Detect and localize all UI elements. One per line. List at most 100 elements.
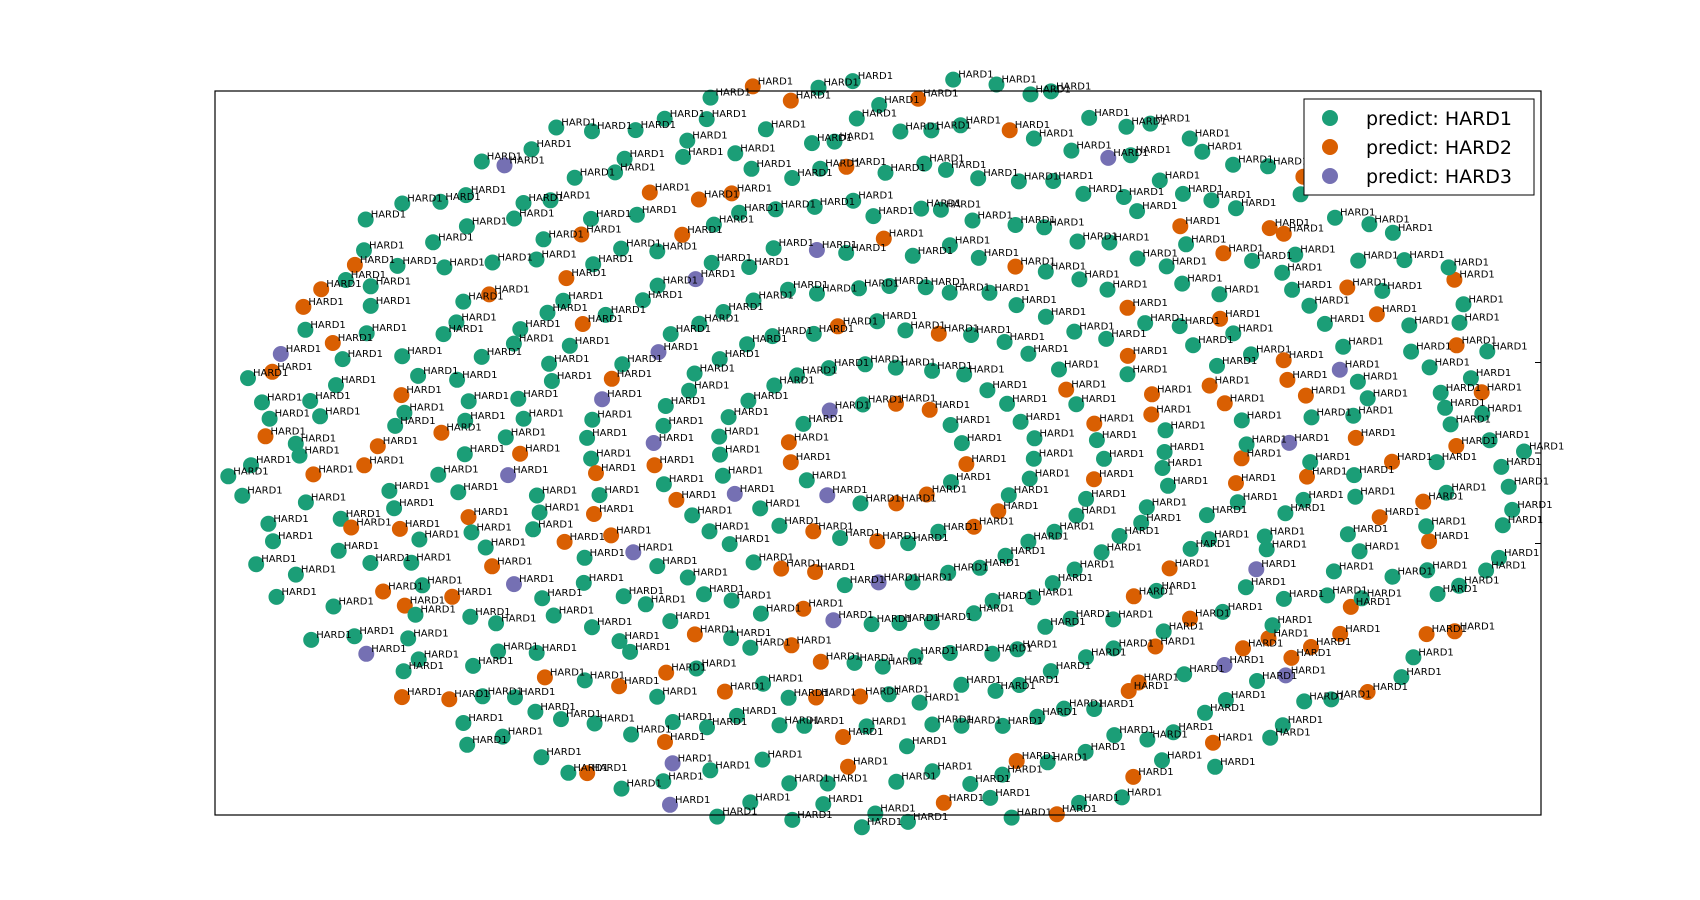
data-point: [313, 281, 330, 298]
point-label: HARD1: [523, 389, 558, 400]
point-label: HARD1: [697, 505, 732, 516]
data-point: [941, 237, 958, 254]
point-label: HARD1: [1039, 129, 1074, 140]
point-label: HARD1: [1506, 457, 1541, 468]
data-point: [334, 351, 351, 368]
point-label: HARD1: [877, 614, 912, 625]
data-point: [302, 393, 319, 409]
data-point: [556, 533, 573, 550]
point-label: HARD1: [369, 240, 404, 251]
data-point: [613, 240, 630, 257]
data-point: [766, 377, 783, 394]
data-point: [1201, 377, 1218, 394]
data-point: [844, 73, 861, 90]
data-point: [584, 411, 601, 428]
point-label: HARD1: [889, 229, 924, 240]
data-point: [444, 588, 461, 605]
data-point: [838, 244, 855, 261]
data-point: [964, 212, 981, 229]
point-label: HARD1: [1080, 560, 1115, 571]
data-point: [1405, 649, 1422, 666]
point-label: HARD1: [1359, 465, 1394, 476]
data-point: [942, 417, 959, 433]
data-point: [534, 590, 551, 607]
data-point: [852, 495, 869, 512]
point-label: HARD1: [546, 747, 581, 758]
point-label: HARD1: [1212, 505, 1247, 516]
data-point: [566, 169, 583, 186]
point-label: HARD1: [316, 630, 351, 641]
point-label: HARD1: [1492, 341, 1527, 352]
point-label: HARD1: [598, 254, 633, 265]
data-point: [291, 447, 308, 464]
point-label: HARD1: [559, 606, 594, 617]
data-point: [474, 688, 491, 705]
data-point: [771, 717, 788, 734]
point-label: HARD1: [662, 687, 697, 698]
data-point: [1011, 677, 1028, 693]
data-point: [579, 765, 596, 782]
data-point: [982, 789, 999, 806]
point-label: HARD1: [410, 596, 445, 607]
data-point: [1118, 118, 1135, 135]
data-point: [773, 560, 790, 577]
data-point: [921, 401, 938, 418]
data-point: [396, 404, 413, 421]
point-label: HARD1: [351, 270, 386, 281]
data-point: [1009, 641, 1026, 658]
point-label: HARD1: [671, 396, 706, 407]
point-label: HARD1: [341, 375, 376, 386]
point-label: HARD1: [1002, 75, 1037, 86]
point-label: HARD1: [1297, 280, 1332, 291]
point-label: HARD1: [671, 663, 706, 674]
data-point: [1154, 752, 1170, 769]
data-point: [979, 382, 996, 399]
point-label: HARD1: [1290, 503, 1325, 514]
point-label: HARD1: [510, 155, 545, 166]
data-point: [603, 370, 620, 387]
data-point: [1098, 330, 1115, 347]
point-label: HARD1: [520, 687, 555, 698]
point-label: HARD1: [758, 76, 793, 87]
point-label: HARD1: [862, 109, 897, 120]
data-point: [688, 660, 705, 677]
point-label: HARD1: [1294, 433, 1329, 444]
point-label: HARD1: [820, 562, 855, 573]
point-label: HARD1: [318, 464, 353, 475]
point-label: HARD1: [1228, 243, 1263, 254]
point-label: HARD1: [728, 466, 763, 477]
data-point: [1353, 590, 1370, 607]
point-label: HARD1: [778, 326, 813, 337]
data-point: [1429, 586, 1446, 602]
data-point: [1451, 577, 1468, 594]
data-point: [1347, 488, 1364, 505]
data-point: [261, 410, 278, 427]
point-label: HARD1: [1373, 388, 1408, 399]
point-label: HARD1: [394, 481, 429, 492]
point-label: HARD1: [704, 314, 739, 325]
point-label: HARD1: [501, 613, 536, 624]
point-label: HARD1: [1119, 725, 1154, 736]
point-label: HARD1: [592, 763, 627, 774]
data-point: [701, 523, 718, 540]
data-point: [506, 210, 523, 227]
data-point: [1025, 130, 1042, 147]
data-point: [796, 717, 813, 734]
data-point: [272, 346, 289, 362]
point-label: HARD1: [315, 391, 350, 402]
data-point: [1421, 359, 1438, 376]
data-point: [1237, 579, 1254, 596]
data-point: [865, 208, 882, 225]
point-label: HARD1: [1191, 234, 1226, 245]
point-label: HARD1: [1434, 531, 1469, 542]
point-label: HARD1: [627, 779, 662, 790]
point-label: HARD1: [752, 334, 787, 345]
data-point: [460, 509, 477, 526]
data-point: [541, 355, 558, 372]
point-label: HARD1: [808, 414, 843, 425]
data-point: [1143, 406, 1160, 423]
data-point: [1001, 122, 1018, 139]
data-point: [899, 738, 915, 755]
data-point: [1287, 246, 1304, 263]
point-label: HARD1: [967, 433, 1002, 444]
